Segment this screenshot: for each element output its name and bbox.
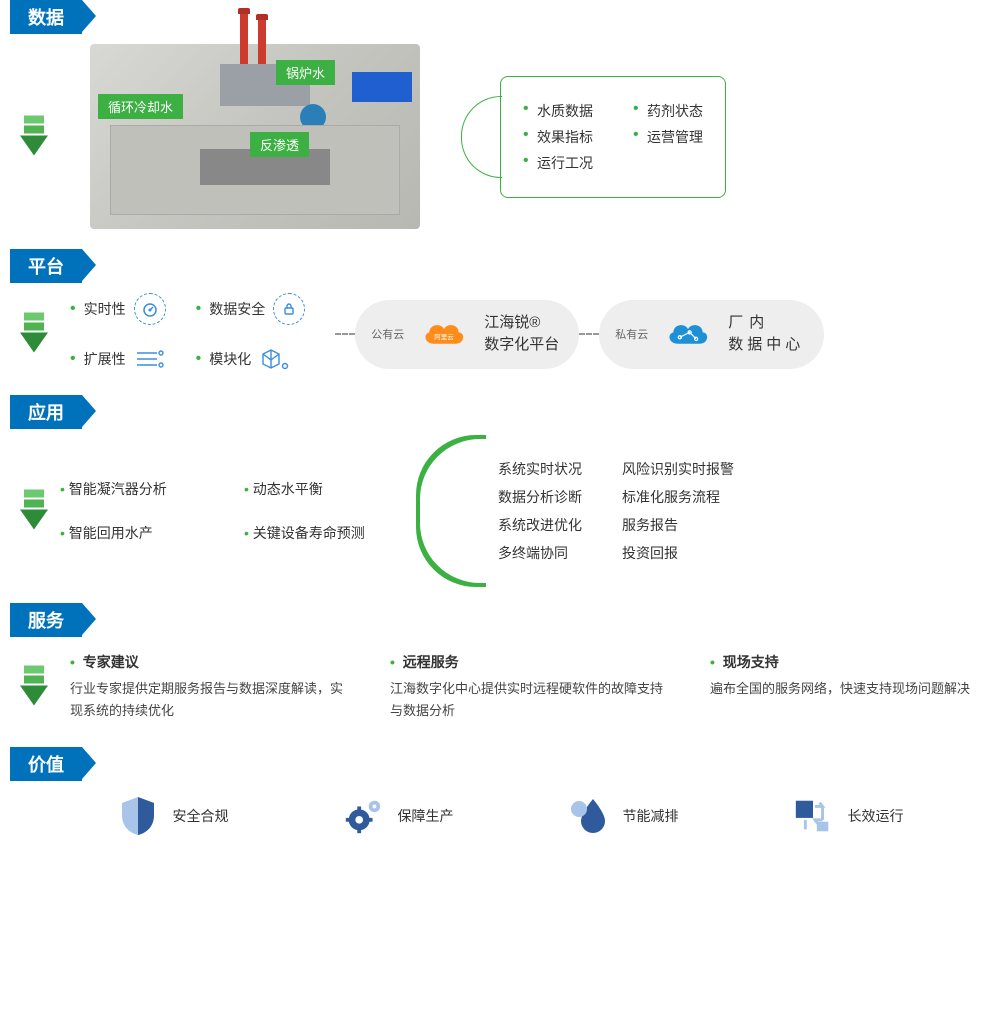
platform-feature-scalability: 扩展性 (70, 343, 166, 375)
svg-text:阿里云: 阿里云 (434, 332, 454, 341)
feature-label: 实时性 (84, 299, 126, 319)
cloud-blue-icon (662, 316, 714, 352)
app-feature: 动态水平衡 (244, 479, 400, 499)
data-point: 药剂状态 (633, 101, 703, 121)
shield-icon (117, 795, 159, 837)
cloud-tag: 公有云 (371, 326, 404, 342)
service-title: 专家建议 (70, 652, 350, 672)
app-outputs-col1: 系统实时状况 数据分析诊断 系统改进优化 多终端协同 (498, 455, 582, 567)
cycle-icon (792, 795, 834, 837)
app-feature: 关键设备寿命预测 (244, 523, 400, 543)
app-features: 智能凝汽器分析 动态水平衡 智能回用水产 关键设备寿命预测 (60, 479, 400, 543)
value-label: 节能减排 (623, 806, 679, 826)
app-feature: 智能回用水产 (60, 523, 216, 543)
section-data: 数据 循环冷却水 锅炉水 反渗透 水质数据 效果指标 运行工况 药剂状态 运营管 (0, 0, 1000, 249)
section-platform: 平台 实时性 数据安全 扩展性 模块 (0, 249, 1000, 395)
section-header-app: 应用 (10, 395, 82, 429)
factory-illustration: 循环冷却水 锅炉水 反渗透 (90, 44, 420, 229)
value-label: 保障生产 (398, 806, 454, 826)
cloud-tag: 私有云 (615, 326, 648, 342)
connector (579, 333, 599, 335)
service-item-remote: 远程服务 江海数字化中心提供实时远程硬软件的故障支持与数据分析 (390, 652, 670, 722)
platform-feature-realtime: 实时性 (70, 293, 166, 325)
data-point: 效果指标 (523, 127, 593, 147)
data-points-col1: 水质数据 效果指标 运行工况 (523, 95, 593, 179)
value-item-longterm: 长效运行 (792, 795, 904, 837)
cube-icon (259, 343, 291, 375)
feature-label: 数据安全 (209, 299, 265, 319)
service-desc: 行业专家提供定期服务报告与数据深度解读，实现系统的持续优化 (70, 678, 350, 722)
app-outputs-panel: 系统实时状况 数据分析诊断 系统改进优化 多终端协同 风险识别实时报警 标准化服… (420, 439, 762, 583)
platform-feature-modular: 模块化 (196, 343, 306, 375)
factory-label-cooling: 循环冷却水 (98, 94, 183, 119)
app-feature: 智能凝汽器分析 (60, 479, 216, 499)
feature-label: 扩展性 (84, 349, 126, 369)
service-items: 专家建议 行业专家提供定期服务报告与数据深度解读，实现系统的持续优化 远程服务 … (70, 652, 990, 722)
down-arrow-icon (20, 115, 48, 158)
app-outputs-col2: 风险识别实时报警 标准化服务流程 服务报告 投资回报 (622, 455, 734, 567)
cloud-title: 厂内 数据中心 (728, 312, 804, 357)
service-item-onsite: 现场支持 遍布全国的服务网络，快速支持现场问题解决 (710, 652, 990, 722)
down-arrow-icon (20, 313, 48, 356)
data-points-col2: 药剂状态 运营管理 (633, 95, 703, 179)
value-item-production: 保障生产 (342, 795, 454, 837)
section-header-platform: 平台 (10, 249, 82, 283)
platform-features: 实时性 数据安全 扩展性 模块化 (70, 293, 305, 375)
value-item-safety: 安全合规 (117, 795, 229, 837)
lock-icon (273, 293, 305, 325)
gauge-icon (134, 293, 166, 325)
service-title: 现场支持 (710, 652, 990, 672)
factory-label-boiler: 锅炉水 (276, 60, 335, 85)
gear-icon (342, 795, 384, 837)
cloud-title: 江海锐® 数字化平台 (484, 312, 559, 357)
data-point: 水质数据 (523, 101, 593, 121)
down-arrow-icon (20, 490, 48, 533)
service-desc: 江海数字化中心提供实时远程硬软件的故障支持与数据分析 (390, 678, 670, 722)
drop-icon (567, 795, 609, 837)
value-item-energy: 节能减排 (567, 795, 679, 837)
private-cloud-pill: 私有云 厂内 数据中心 (599, 300, 824, 369)
section-header-service: 服务 (10, 603, 82, 637)
flow-icon (134, 343, 166, 375)
value-items: 安全合规 保障生产 节能减排 长效运行 (0, 781, 1000, 857)
value-label: 安全合规 (173, 806, 229, 826)
section-header-data: 数据 (10, 0, 82, 34)
down-arrow-icon (20, 666, 48, 709)
service-item-expert: 专家建议 行业专家提供定期服务报告与数据深度解读，实现系统的持续优化 (70, 652, 350, 722)
section-app: 应用 智能凝汽器分析 动态水平衡 智能回用水产 关键设备寿命预测 系统实时状况 … (0, 395, 1000, 603)
section-value: 价值 安全合规 保障生产 节能减排 长效运行 (0, 747, 1000, 867)
data-points-box: 水质数据 效果指标 运行工况 药剂状态 运营管理 (500, 76, 726, 198)
service-title: 远程服务 (390, 652, 670, 672)
factory-label-ro: 反渗透 (250, 132, 309, 157)
data-point: 运行工况 (523, 153, 593, 173)
value-label: 长效运行 (848, 806, 904, 826)
section-service: 服务 专家建议 行业专家提供定期服务报告与数据深度解读，实现系统的持续优化 远程… (0, 603, 1000, 747)
data-point: 运营管理 (633, 127, 703, 147)
cloud-orange-icon: 阿里云 (418, 316, 470, 352)
platform-feature-security: 数据安全 (196, 293, 306, 325)
public-cloud-pill: 公有云 阿里云 江海锐® 数字化平台 (355, 300, 579, 369)
service-desc: 遍布全国的服务网络，快速支持现场问题解决 (710, 678, 990, 700)
section-header-value: 价值 (10, 747, 82, 781)
feature-label: 模块化 (209, 349, 251, 369)
connector (335, 333, 355, 335)
